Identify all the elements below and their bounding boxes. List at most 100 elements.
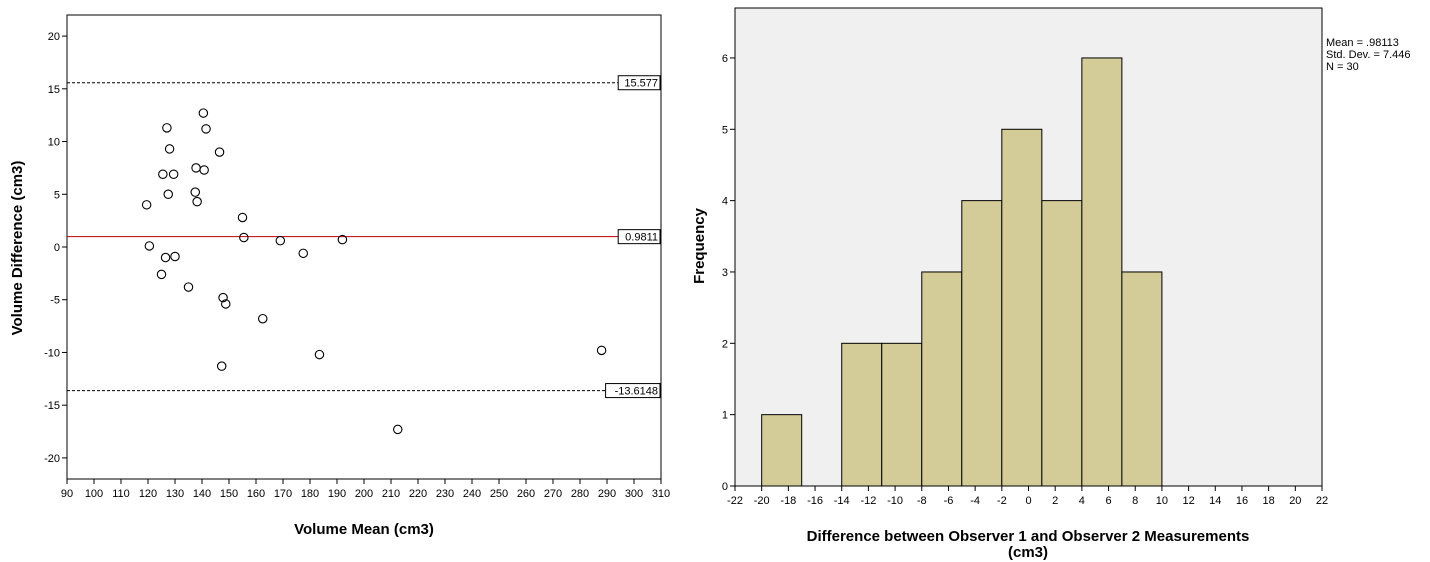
data-point	[216, 361, 227, 371]
data-point	[144, 241, 155, 251]
x-tick-label: 250	[490, 488, 508, 500]
scatter-points	[141, 108, 607, 435]
x-tick-label: 150	[220, 488, 238, 500]
y-tick-label: 2	[722, 338, 728, 350]
y-tick-label: 0	[54, 242, 60, 254]
reference-label: 0.9811	[625, 232, 658, 244]
x-tick-label: 280	[571, 488, 589, 500]
x-tick-label: 260	[517, 488, 535, 500]
reference-label-box	[617, 229, 661, 245]
data-point	[275, 235, 286, 246]
x-tick-label: 210	[382, 488, 400, 500]
data-point	[337, 234, 348, 245]
histogram-bars	[761, 57, 1163, 487]
reference-lines: 15.577 0.9811 -13.6148	[67, 75, 661, 399]
x-tick-label: 130	[166, 488, 184, 500]
histogram-bar	[841, 342, 883, 487]
x-tick-label: -4	[970, 495, 980, 507]
x-tick-label: 2	[1052, 495, 1058, 507]
x-tick-label: 20	[1289, 495, 1301, 507]
stats-box: Mean = .98113 Std. Dev. = 7.446 N = 30	[1326, 37, 1411, 73]
histogram-bar	[761, 414, 803, 487]
x-tick-label: 240	[463, 488, 481, 500]
x-tick-label: -6	[944, 495, 954, 507]
x-tick-label: 10	[1156, 495, 1168, 507]
data-point	[298, 248, 308, 259]
reference-label-box	[605, 383, 661, 399]
y-tick-label: 0	[722, 481, 728, 493]
x-tick-label: -20	[754, 495, 770, 507]
x-axis-title: Volume Mean (cm3)	[294, 521, 434, 538]
x-tick-label: -12	[860, 495, 876, 507]
x-tick-label: -22	[727, 495, 743, 507]
x-axis-ticks: -22 -20 -18 -16 -14 -12 -10 -8 -6 -4 -2 0 2 4 6 8 10 12 14…	[727, 486, 1328, 507]
data-point	[199, 165, 209, 175]
data-point	[392, 424, 403, 435]
x-tick-label: 310	[652, 488, 670, 500]
histogram: -22 -20 -18 -16 -14 -12 -10 -8 -6 -4 -2 0 2 4 6 8 10 12 14…	[691, 7, 1411, 561]
y-tick-label: -20	[44, 453, 60, 465]
histogram-bar	[961, 200, 1003, 487]
x-tick-label: 8	[1132, 495, 1138, 507]
y-axis-ticks: 0 1 2 3 4 5 6	[722, 53, 735, 493]
data-point	[214, 147, 225, 157]
data-point	[158, 169, 168, 179]
histogram-bar	[1081, 57, 1123, 487]
x-tick-label: 140	[193, 488, 211, 500]
data-point	[163, 189, 174, 200]
data-point	[218, 292, 228, 303]
reference-label: -13.6148	[615, 386, 658, 398]
x-tick-label: 6	[1105, 495, 1111, 507]
data-point	[237, 212, 248, 223]
data-point	[183, 282, 194, 292]
y-tick-label: -15	[44, 400, 60, 412]
stats-n: N = 30	[1326, 61, 1359, 73]
y-tick-label: 1	[722, 410, 728, 422]
x-tick-label: 110	[112, 488, 130, 500]
x-tick-label: -8	[917, 495, 927, 507]
x-tick-label: -18	[780, 495, 796, 507]
x-tick-label: 12	[1182, 495, 1194, 507]
y-axis-ticks: -20 -15 -10 -5 0 5 10 15 20	[44, 31, 67, 465]
histogram-bar	[921, 271, 963, 487]
y-tick-label: 6	[722, 53, 728, 65]
histogram-bar	[1121, 271, 1163, 487]
x-tick-label: 100	[85, 488, 103, 500]
x-tick-label: 220	[409, 488, 427, 500]
data-point	[201, 124, 211, 134]
x-axis-ticks: 90 100 110 120 130 140 150 160 170 180 190 200 210 22…	[61, 479, 670, 500]
data-point	[156, 269, 167, 280]
scatter-plot-frame	[66, 14, 662, 480]
data-point	[160, 252, 171, 263]
data-point	[170, 251, 180, 262]
x-tick-label: -16	[807, 495, 823, 507]
y-tick-label: 5	[54, 189, 60, 201]
data-point	[596, 345, 607, 356]
x-tick-label: 270	[544, 488, 562, 500]
x-tick-label: 22	[1316, 495, 1328, 507]
x-tick-label: -10	[887, 495, 903, 507]
y-tick-label: -10	[44, 347, 60, 359]
x-tick-label: 16	[1236, 495, 1248, 507]
stats-std-dev: Std. Dev. = 7.446	[1326, 49, 1411, 61]
x-tick-label: 230	[436, 488, 454, 500]
x-tick-label: -2	[997, 495, 1007, 507]
x-tick-label: 0	[1025, 495, 1031, 507]
y-tick-label: 4	[722, 196, 728, 208]
x-tick-label: -14	[834, 495, 850, 507]
x-axis-title-line2: (cm3)	[1008, 544, 1048, 561]
histogram-bar	[1041, 200, 1083, 487]
data-point	[239, 232, 249, 243]
data-point	[192, 196, 202, 207]
x-tick-label: 160	[247, 488, 265, 500]
x-tick-label: 200	[355, 488, 373, 500]
data-point	[198, 108, 209, 118]
data-point	[190, 187, 201, 197]
x-tick-label: 190	[328, 488, 346, 500]
y-tick-label: 20	[48, 31, 60, 43]
data-point	[141, 200, 152, 210]
x-tick-label: 18	[1263, 495, 1275, 507]
y-tick-label: 10	[48, 137, 60, 149]
x-tick-label: 180	[301, 488, 319, 500]
